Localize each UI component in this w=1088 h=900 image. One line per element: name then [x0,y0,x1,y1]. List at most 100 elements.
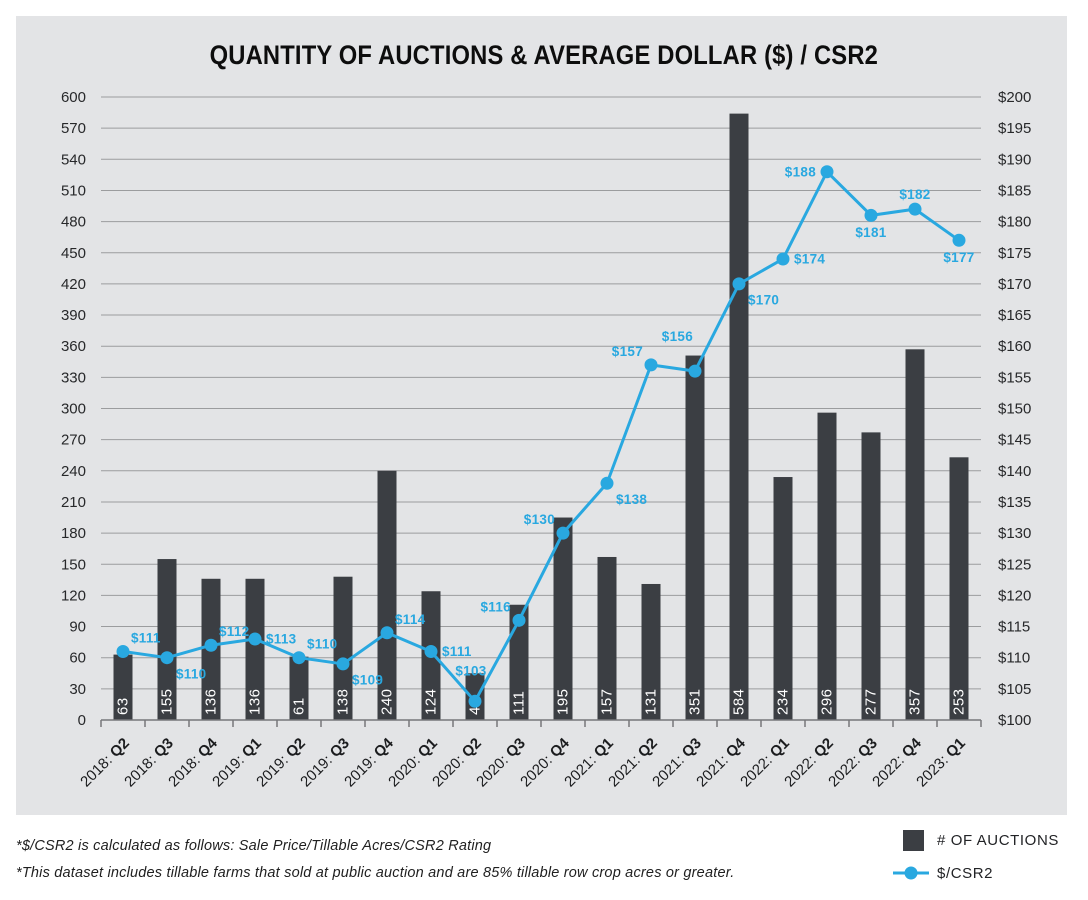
bar [773,477,793,720]
y-axis-left-tick-label: 30 [69,681,86,698]
csr2-line [122,170,960,703]
y-axis-left-tick-label: 300 [61,401,86,418]
y-axis-left-tick-label: 450 [61,245,86,262]
line-point-label: $111 [442,644,472,659]
bar-value-label: 351 [687,688,704,715]
bar-value-label: 277 [863,688,880,715]
line-point [292,651,306,665]
line-point-label: $110 [307,637,338,652]
line-point [600,476,614,490]
y-axis-right-tick-label: $100 [998,712,1031,729]
y-axis-right-tick-label: $150 [998,401,1031,418]
bar [113,654,133,720]
y-axis-right-tick-label: $155 [998,369,1031,386]
line-point-label: $188 [785,164,816,179]
y-axis-right-tick-label: $125 [998,556,1031,573]
bar-value-label: 136 [247,688,264,715]
legend-label-auctions: # OF AUCTIONS [937,831,1059,849]
chart-title-text: QUANTITY OF AUCTIONS & AVERAGE DOLLAR ($… [209,40,879,70]
line-point-label: $182 [899,187,930,202]
bar [685,355,705,720]
y-axis-right-tick-label: $120 [998,587,1031,604]
bar [861,432,881,720]
y-axis-right-tick-label: $165 [998,307,1031,324]
y-axis-left-tick-label: 360 [61,338,86,355]
line-point-label: $130 [524,512,555,527]
bar-value-label: 63 [115,697,132,715]
bar-value-label: 296 [819,688,836,715]
bar-value-label: 138 [335,688,352,715]
y-axis-right-tick-label: $200 [998,89,1031,106]
footnote-csr2-formula: *$/CSR2 is calculated as follows: Sale P… [16,838,492,854]
line-point [468,694,482,708]
bar-swatch-icon [903,829,924,851]
line-point [116,644,130,658]
line-point [864,208,878,222]
bar [729,113,749,720]
bar-value-label: 155 [159,688,176,715]
y-axis-left-tick-label: 240 [61,463,86,480]
y-axis-right-tick-label: $160 [998,338,1031,355]
bar-value-label: 195 [555,688,572,715]
y-axis-left-tick-label: 180 [61,525,86,542]
y-axis-left-tick-label: 510 [61,182,86,199]
y-axis-right-tick-label: $180 [998,214,1031,231]
bar-value-label: 157 [599,688,616,715]
line-point-label: $138 [616,492,647,507]
footnotes: *$/CSR2 is calculated as follows: Sale P… [16,838,734,892]
y-axis-right-tick-label: $170 [998,276,1031,293]
line-point-label: $112 [219,624,250,639]
y-axis-left-tick-label: 60 [69,650,86,667]
line-point [952,233,966,247]
y-axis-right-tick-label: $115 [998,619,1030,636]
line-point [644,358,658,372]
bar [333,576,353,720]
y-axis-left-tick-label: 540 [61,151,86,168]
y-axis-left-tick-label: 150 [61,556,86,573]
bar-value-label: 136 [203,688,220,715]
line-point [424,644,438,658]
bar-value-label: 131 [643,688,660,715]
bar [553,517,573,720]
y-axis-left-tick-label: 0 [78,712,86,729]
footnote-dataset-note: *This dataset includes tillable farms th… [16,865,735,881]
line-point-label: $111 [131,630,161,645]
line-point-label: $170 [748,292,779,307]
bar-value-label: 234 [775,688,792,715]
y-axis-right-tick-label: $175 [998,245,1031,262]
bar-value-label: 240 [379,688,396,715]
y-axis-left-tick-label: 480 [61,214,86,231]
line-point [908,202,922,216]
y-axis-right-tick-label: $195 [998,120,1031,137]
bar [817,412,837,720]
bar [377,470,397,720]
line-point-label: $103 [455,663,486,678]
line-point [204,638,218,652]
line-point-label: $110 [176,666,207,681]
line-point-label: $113 [266,632,297,647]
line-point [688,364,702,378]
line-point-label: $116 [481,599,512,614]
y-axis-left-tick-label: 600 [61,89,86,106]
line-point [776,252,790,266]
bar [289,656,309,720]
bar [157,559,177,720]
bar-value-label: 584 [731,688,748,715]
y-axis-right-tick-label: $130 [998,525,1031,542]
bar [949,457,969,720]
line-point-label: $181 [855,225,886,240]
line-dot-icon [893,866,929,880]
x-axis-category-label: 2023: Q1 [913,735,969,791]
y-axis-left-tick-label: 120 [61,587,86,604]
bar [641,583,661,720]
line-point-label: $156 [662,329,693,344]
y-axis-right-tick-label: $145 [998,432,1031,449]
bar [597,556,617,720]
y-axis-right-tick-label: $185 [998,182,1031,199]
y-axis-left-tick-label: 90 [69,619,86,636]
legend-label-csr2: $/CSR2 [937,864,994,882]
legend: # OF AUCTIONS $/CSR2 [893,828,1083,894]
line-point-label: $109 [352,673,383,688]
chart-panel [16,16,1067,815]
